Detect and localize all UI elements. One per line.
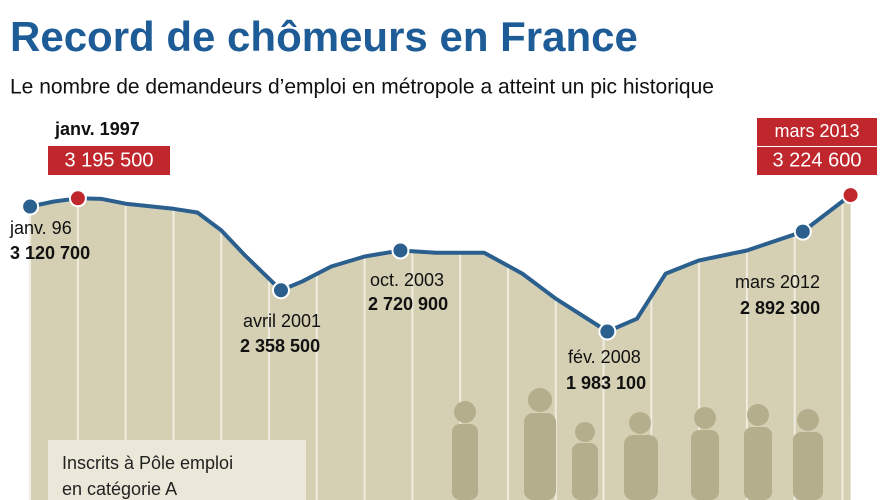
note-box	[48, 440, 306, 500]
silhouettes	[452, 388, 823, 500]
date-label: fév. 2008	[568, 347, 641, 367]
label-box	[757, 118, 877, 146]
value-label: 3 120 700	[10, 243, 90, 263]
value-label: 3 224 600	[773, 149, 862, 171]
date-label: janv. 1997	[54, 119, 140, 139]
value-label: 1 983 100	[566, 373, 646, 393]
date-label: mars 2013	[774, 121, 859, 141]
note: Inscrits à Pôle emploi	[62, 453, 233, 473]
value-label: 2 720 900	[368, 294, 448, 314]
date-label: janv. 96	[9, 218, 72, 238]
marker	[793, 222, 812, 241]
date-label: oct. 2003	[370, 270, 444, 290]
value-label: 3 195 500	[65, 149, 154, 171]
date-label: mars 2012	[735, 272, 820, 292]
label-box	[757, 147, 877, 175]
label-box	[48, 146, 170, 175]
marker	[598, 322, 617, 341]
chart-subtitle: Le nombre de demandeurs d’emploi en métr…	[10, 76, 714, 99]
marker	[21, 197, 40, 216]
value-label: 2 892 300	[740, 298, 820, 318]
value-label: 2 358 500	[240, 336, 320, 356]
note: en catégorie A	[62, 479, 177, 499]
marker	[391, 241, 410, 260]
marker	[271, 281, 290, 300]
marker	[68, 189, 87, 208]
annotations: janv. 96 3 120 700 janv. 1997 3 195 500 avri…	[9, 118, 877, 393]
date-label: avril 2001	[243, 311, 321, 331]
marker	[841, 186, 860, 205]
chart-title: Record de chômeurs en France	[10, 13, 638, 60]
sky	[0, 0, 885, 332]
line	[29, 193, 852, 334]
